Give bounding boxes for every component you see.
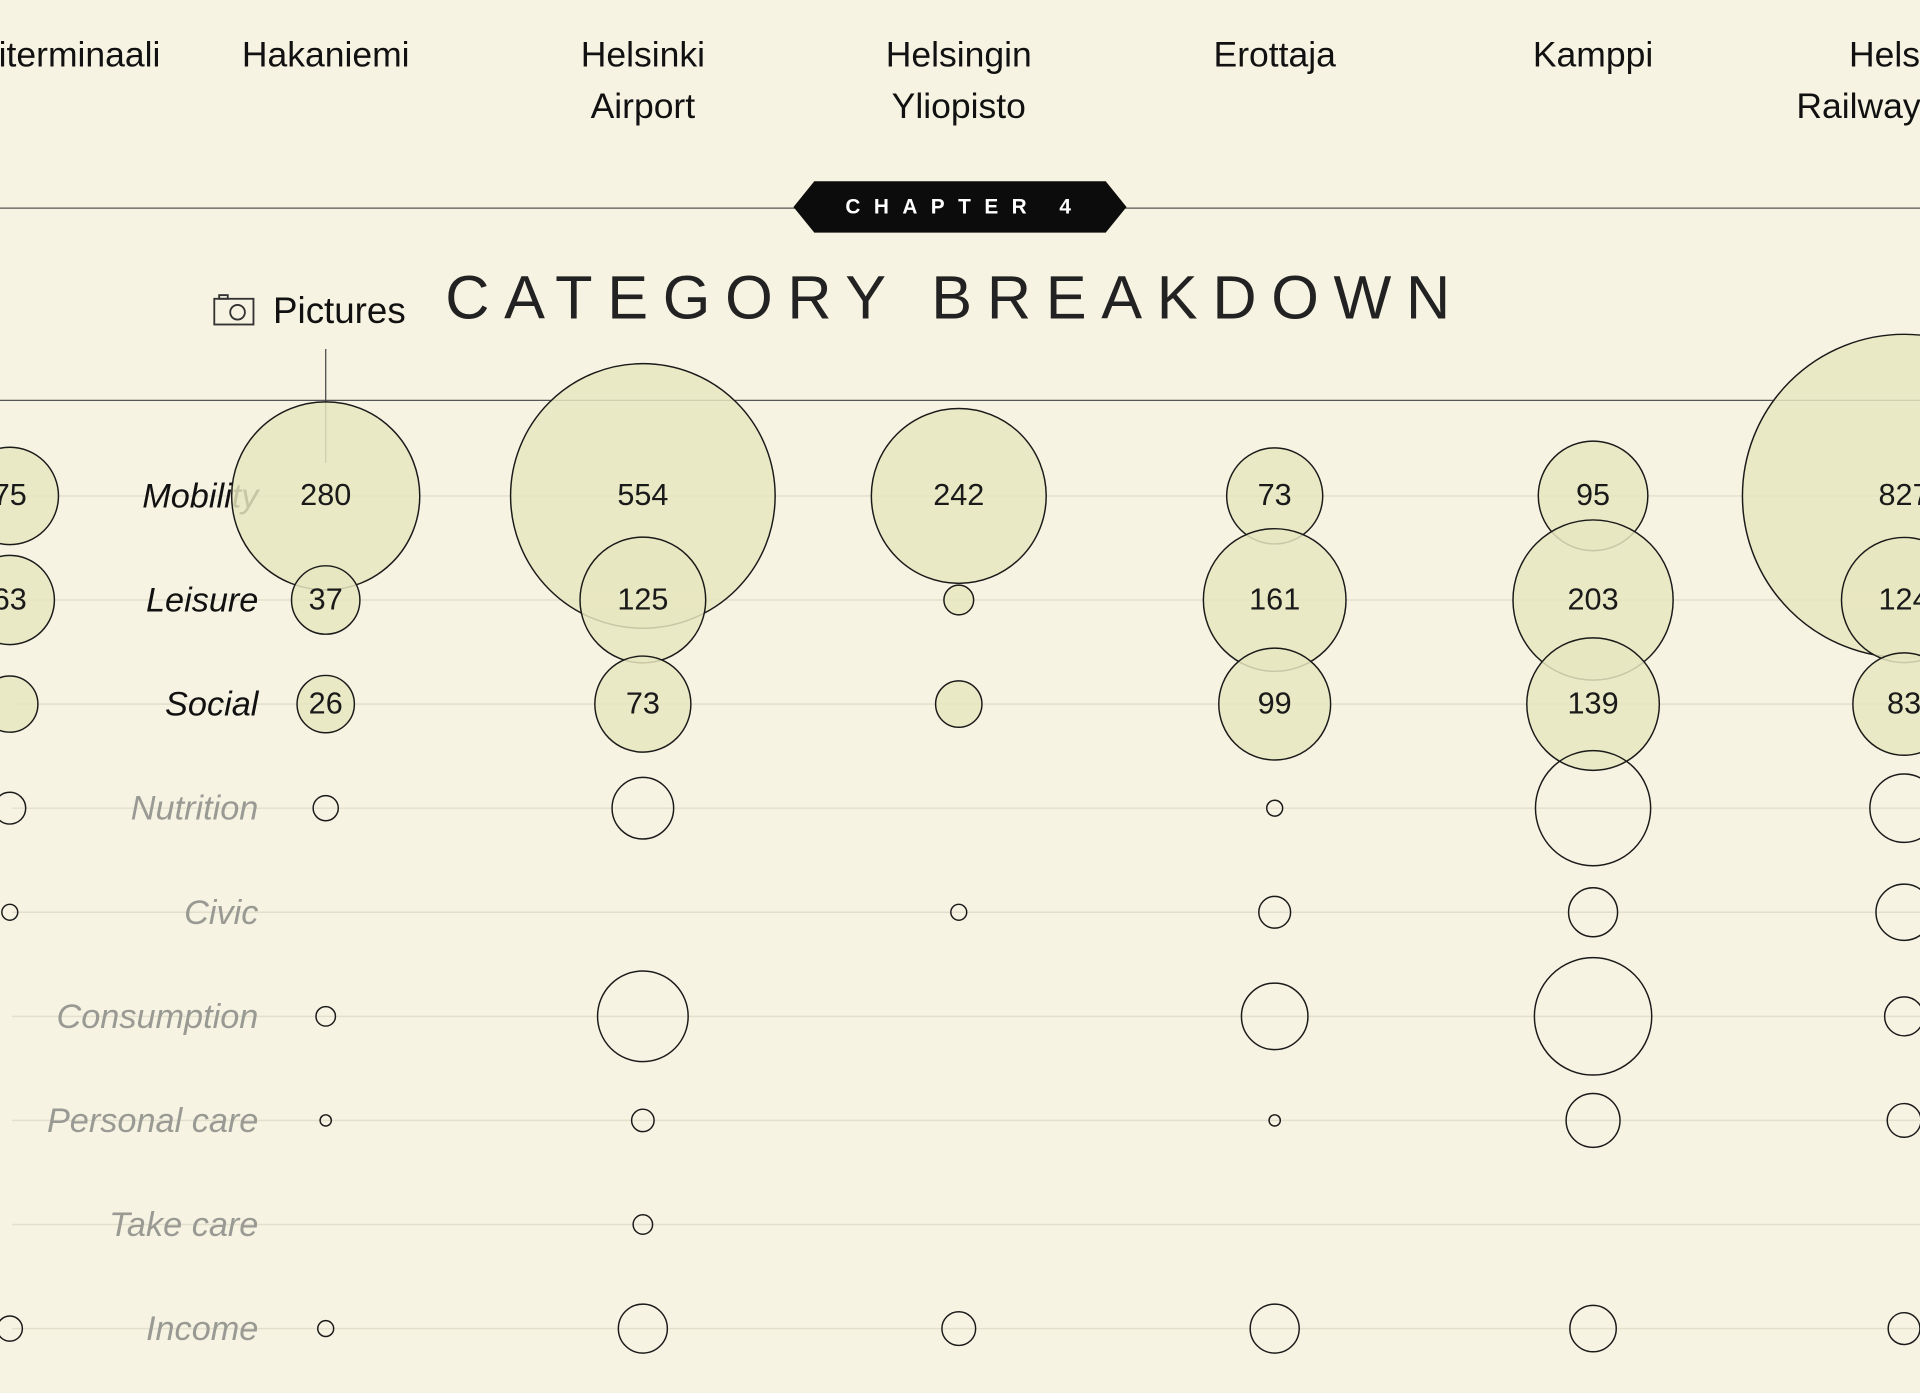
size-legend-label: Pictures bbox=[273, 290, 406, 331]
value-label: 99 bbox=[1258, 686, 1292, 720]
station-label: Helsingin Yliopisto bbox=[886, 35, 1032, 126]
bubble bbox=[630, 1108, 655, 1133]
row-label: Nutrition bbox=[131, 790, 259, 828]
bubble bbox=[1565, 1092, 1621, 1149]
bubble bbox=[934, 680, 983, 729]
value-label: 280 bbox=[300, 478, 351, 512]
chapter-badge bbox=[793, 181, 1127, 233]
value-label: 26 bbox=[309, 686, 343, 720]
row-label: Income bbox=[146, 1310, 258, 1348]
value-label: 83 bbox=[1887, 686, 1920, 720]
value-label: 73 bbox=[626, 686, 660, 720]
station-label: Helsinki Airport bbox=[581, 35, 705, 126]
bubble bbox=[1533, 956, 1653, 1076]
bubble bbox=[1534, 749, 1652, 867]
station-label: Kamppi bbox=[1533, 35, 1653, 75]
value-label: 125 bbox=[617, 582, 668, 616]
bubble bbox=[315, 1005, 337, 1027]
camera-icon bbox=[213, 294, 255, 326]
bubble bbox=[1266, 799, 1284, 817]
row-label: Consumption bbox=[56, 998, 258, 1036]
bubble bbox=[296, 674, 356, 734]
bubble bbox=[941, 1310, 977, 1347]
camera-body bbox=[213, 297, 255, 326]
bubble bbox=[1218, 647, 1332, 761]
bubble bbox=[312, 794, 340, 822]
value-label: 95 bbox=[1576, 478, 1610, 512]
bubble bbox=[1875, 883, 1920, 942]
station-label: iterminaali bbox=[0, 35, 160, 75]
bubble bbox=[1258, 895, 1292, 929]
station-label: Hakaniemi bbox=[242, 35, 410, 75]
bubble bbox=[1249, 1303, 1300, 1354]
bubble bbox=[596, 970, 689, 1063]
bubble bbox=[1886, 1102, 1920, 1139]
value-label: 161 bbox=[1249, 582, 1300, 616]
row-label: Social bbox=[165, 686, 260, 724]
camera-top bbox=[218, 294, 229, 300]
value-label: 37 bbox=[309, 582, 343, 616]
bubble bbox=[1268, 1114, 1282, 1127]
bubble bbox=[0, 554, 56, 646]
plot: MobilityLeisureSocialNutritionCivicConsu… bbox=[0, 333, 1920, 1354]
bubble bbox=[943, 584, 975, 616]
value-label: 124 bbox=[1879, 582, 1920, 616]
bubble bbox=[1883, 996, 1920, 1037]
value-label: 73 bbox=[1258, 478, 1292, 512]
bubble bbox=[1526, 637, 1661, 772]
bubble bbox=[632, 1214, 654, 1235]
bubble bbox=[317, 1319, 335, 1338]
row-label: Civic bbox=[184, 894, 258, 932]
camera-lens bbox=[229, 303, 246, 321]
station-label: Erottaja bbox=[1214, 35, 1337, 75]
bubble bbox=[594, 655, 692, 753]
bubble bbox=[0, 1315, 24, 1342]
value-label: 554 bbox=[617, 478, 668, 512]
bubble bbox=[950, 903, 968, 921]
chart-title: CATEGORY BREAKDOWN bbox=[445, 264, 1465, 332]
bubble bbox=[319, 1114, 333, 1127]
station-label: Helsi Railway bbox=[1796, 35, 1920, 126]
bubble bbox=[1569, 1304, 1617, 1353]
value-label: 75 bbox=[0, 478, 27, 512]
bubble bbox=[617, 1303, 669, 1354]
value-label: 63 bbox=[0, 582, 27, 616]
bubble bbox=[1567, 887, 1619, 938]
row-label: Leisure bbox=[146, 582, 258, 620]
value-label: 827 bbox=[1879, 478, 1920, 512]
chapter-label: CHAPTER 4 bbox=[845, 196, 1084, 219]
row-label: Personal care bbox=[47, 1102, 258, 1140]
bubble bbox=[870, 407, 1047, 585]
bubble bbox=[1, 903, 19, 921]
value-label: 139 bbox=[1568, 686, 1619, 720]
value-label: 203 bbox=[1568, 582, 1619, 616]
row-label: Take care bbox=[109, 1206, 258, 1244]
bubble bbox=[1869, 773, 1920, 844]
bubble bbox=[0, 791, 27, 825]
bubble bbox=[1852, 652, 1920, 757]
bubble bbox=[1240, 982, 1309, 1051]
bubble bbox=[611, 776, 675, 840]
bubble bbox=[0, 675, 39, 733]
value-label: 242 bbox=[933, 478, 984, 512]
bubble bbox=[0, 446, 60, 546]
bubble bbox=[290, 565, 361, 635]
